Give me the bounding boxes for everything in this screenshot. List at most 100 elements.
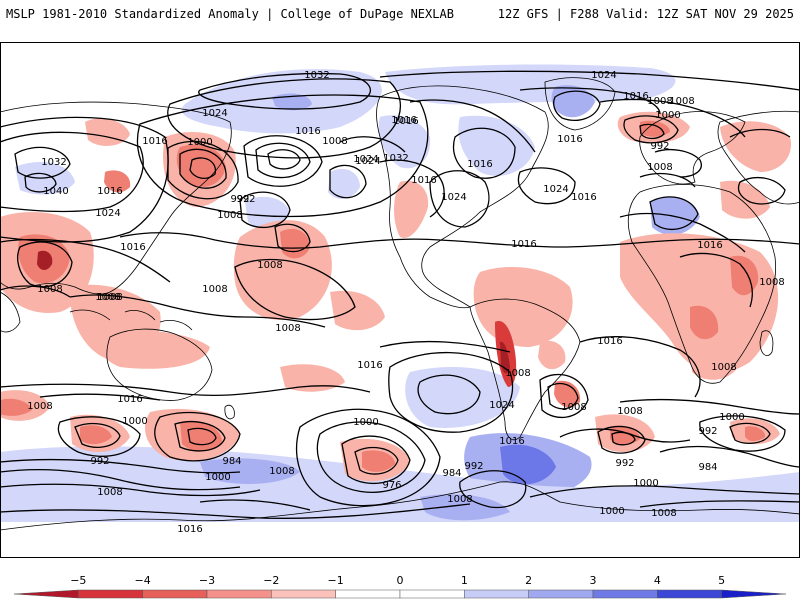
coast-australia <box>106 328 213 401</box>
isobar-label: 1016 <box>117 394 142 405</box>
isobar-1016-south-pacific-hi <box>388 351 514 433</box>
coast-europe <box>639 111 746 185</box>
anomaly-red-polynesia <box>280 364 345 392</box>
isobar-low-aleutian-3 <box>243 135 323 187</box>
isobar-1008-asia-low <box>17 241 73 288</box>
isobar-1024-alaska <box>329 164 367 199</box>
isobar-label: 1016 <box>142 136 167 147</box>
isobar-low-bering-1 <box>189 157 217 180</box>
isobar-label: 1008 <box>561 402 586 413</box>
map-title: MSLP 1981-2010 Standardized Anomaly | Co… <box>6 7 454 21</box>
negative-anomaly-fills <box>0 111 791 482</box>
isobar-1024-atlantic <box>517 167 576 205</box>
anomaly-red-africa-south <box>690 340 738 380</box>
isobar-1016-south-indian <box>39 393 161 401</box>
anomaly-red-indian-ocean-core <box>745 426 766 442</box>
isobar-label: 1008 <box>711 362 736 373</box>
isobar-992-south-west-2 <box>174 421 226 452</box>
isobar-label: 984 <box>442 468 461 479</box>
isobar-1024-aleutian-south <box>239 191 291 229</box>
isobar-1024-asia <box>0 131 144 213</box>
colorbar-swatch <box>657 589 722 599</box>
isobar-label: 1000 <box>655 110 680 121</box>
coast-india <box>0 291 21 333</box>
isobar-label: 1000 <box>187 137 212 148</box>
isobar-1008-ne-pacific <box>339 136 406 153</box>
isobar-1016-hudson <box>452 127 516 179</box>
isobar-1016-pacific-low <box>274 223 311 253</box>
isobar-label: 1008 <box>27 401 52 412</box>
isobar-label: 1008 <box>37 284 62 295</box>
colorbar-swatch <box>592 589 658 599</box>
isobar-label: 1000 <box>599 506 624 517</box>
colorbar-swatch <box>399 589 465 599</box>
isobar-1008-sp-low-4 <box>295 408 441 507</box>
anomaly-red-siberia <box>104 170 131 193</box>
isobar-label: 1008 <box>447 494 472 505</box>
isobar-label: 992 <box>650 141 669 152</box>
colorbar-tick-label: 0 <box>397 574 404 587</box>
isobar-label: 992 <box>615 458 634 469</box>
colorbar-swatch <box>335 589 401 599</box>
isobar-1024-arctic <box>379 70 800 91</box>
isobar-label: 1008 <box>505 368 530 379</box>
isobar-992-europe <box>639 123 665 140</box>
isobar-1016-antarctic-east <box>639 500 800 508</box>
isobar-label: 1024 <box>441 192 466 203</box>
isobar-1008-south-band-2 <box>0 468 241 491</box>
anomaly-blue-canada <box>378 115 431 169</box>
anomaly-blue-aleutian <box>245 196 290 228</box>
colorbar-swatch <box>13 589 79 599</box>
coast-asia-east <box>717 110 800 205</box>
isobar-1000-south-indian-low <box>699 415 786 452</box>
isobars <box>0 70 800 519</box>
isobar-1008-southern-band <box>0 383 371 397</box>
isobar-1016-north-pacific <box>136 94 429 218</box>
isobar-label: 1016 <box>393 116 418 127</box>
isobar-labels: 1032 1024 1016 1016 1008 1000 992 1008 1… <box>27 70 784 535</box>
colorbar-tick-label: 2 <box>525 574 532 587</box>
isobar-label: 992 <box>464 461 483 472</box>
isobar-1024-north-pacific <box>167 78 401 159</box>
isobar-1016-antarctic <box>0 503 471 519</box>
isobar-label: 1008 <box>97 487 122 498</box>
isobar-1008-india <box>0 285 71 298</box>
isobar-1008-europe <box>599 98 746 138</box>
isobar-label: 1000 <box>353 417 378 428</box>
isobar-label: 1016 <box>557 134 582 145</box>
coast-africa <box>627 184 777 384</box>
colorbar-swatch <box>464 589 529 599</box>
isobar-label: 1016 <box>499 436 524 447</box>
isobar-1000-south-band <box>0 483 261 497</box>
coast-new-zealand <box>224 404 235 420</box>
isobar-1032-north-pacific <box>198 72 372 110</box>
isobar-low-aleutian-1 <box>267 149 301 170</box>
isobar-label: 1016 <box>177 524 202 535</box>
isobar-1016-greenland <box>553 90 601 121</box>
isobar-984-south-west <box>187 427 217 446</box>
coast-north-america <box>376 85 549 309</box>
colorbar-tick-label: 4 <box>654 574 661 587</box>
anomaly-map: 1032 1024 1016 1016 1008 1000 992 1008 1… <box>0 42 800 558</box>
isobar-label: 1024 <box>353 154 378 165</box>
isobar-1008-south-atlantic-2 <box>539 373 589 419</box>
isobar-1000-sp-low-3 <box>316 421 426 493</box>
isobar-1008-indonesia <box>69 294 326 328</box>
colorbar-tick-label: −1 <box>328 574 344 587</box>
isobar-label: 1008 <box>202 284 227 295</box>
coastlines <box>0 77 800 531</box>
isobar-1008-drake <box>459 470 527 509</box>
isobar-label: 984 <box>698 462 717 473</box>
isobar-label: 1032 <box>41 157 66 168</box>
anomaly-red-south-pacific-low-core <box>362 450 395 472</box>
isobar-1008-south-atlantic <box>547 383 579 410</box>
isobar-label: 1016 <box>357 360 382 371</box>
isobar-1016-tropical-north <box>119 232 800 249</box>
isobar-label: 1024 <box>355 156 380 167</box>
isobar-984-south-indian <box>659 445 800 468</box>
isobar-label: 1008 <box>669 96 694 107</box>
isobar-label: 1008 <box>97 292 122 303</box>
anomaly-blue-antarctic-coast <box>200 458 300 484</box>
isobar-1016-africa-north <box>619 212 746 253</box>
isobar-label: 1040 <box>43 186 68 197</box>
